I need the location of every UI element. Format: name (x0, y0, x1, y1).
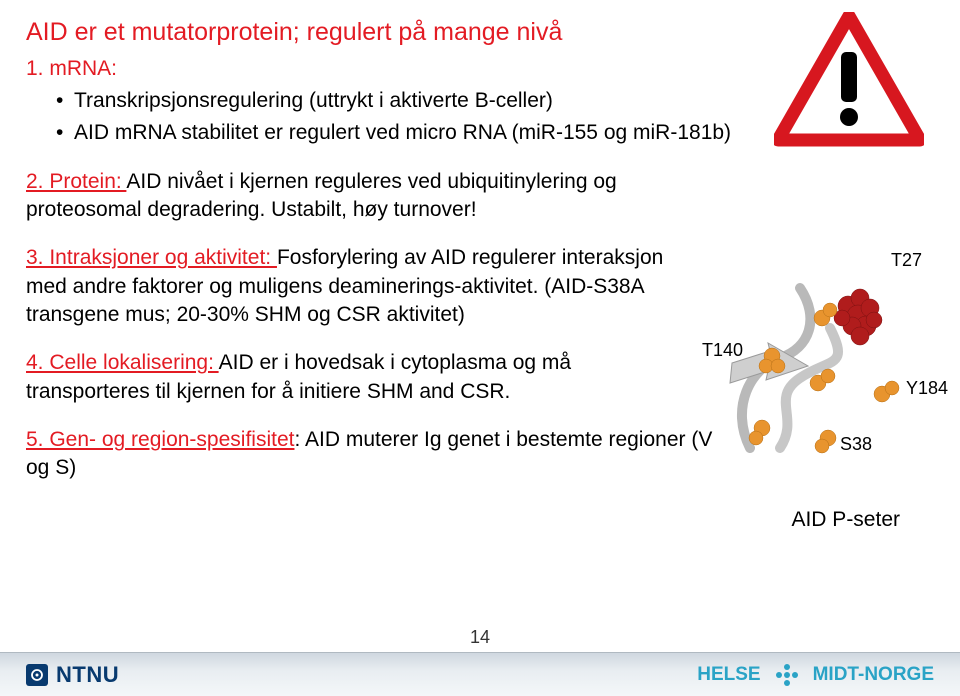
helse-logo: HELSE MIDT-NORGE (697, 661, 934, 689)
helse-dots-icon (773, 661, 801, 689)
protein-structure: T27 T140 Y184 S38 (710, 248, 920, 468)
page-number: 14 (470, 627, 490, 648)
section-5-head: 5. Gen- og region-spesifisitet (26, 428, 294, 451)
section-5: 5. Gen- og region-spesifisitet: AID mute… (26, 426, 726, 483)
label-t27: T27 (891, 250, 922, 271)
warning-icon (774, 12, 924, 147)
ntnu-logo: NTNU (26, 662, 119, 688)
section-3: 3. Intraksjoner og aktivitet: Fosforyler… (26, 244, 666, 329)
label-s38: S38 (840, 434, 872, 455)
label-t140: T140 (702, 340, 743, 361)
section-4-head: 4. Celle lokalisering: (26, 351, 219, 374)
section-2-head: 2. Protein: (26, 170, 126, 193)
bullet-dot: • (56, 119, 74, 147)
bullet-2-text: AID mRNA stabilitet er regulert ved micr… (74, 119, 731, 147)
bullet-1-text: Transkripsjonsregulering (uttrykt i akti… (74, 87, 553, 115)
ntnu-text: NTNU (56, 662, 119, 688)
section-3-head: 3. Intraksjoner og aktivitet: (26, 246, 277, 269)
ntnu-badge-icon (26, 664, 48, 686)
section-2: 2. Protein: AID nivået i kjernen reguler… (26, 168, 666, 225)
label-pseter: AID P-seter (791, 508, 900, 532)
helse-left: HELSE (697, 664, 760, 686)
footer-bar: NTNU HELSE MIDT-NORGE (0, 652, 960, 696)
bullet-dot: • (56, 87, 74, 115)
helse-right: MIDT-NORGE (813, 664, 934, 686)
label-y184: Y184 (906, 378, 948, 399)
section-4: 4. Celle lokalisering: AID er i hovedsak… (26, 349, 666, 406)
